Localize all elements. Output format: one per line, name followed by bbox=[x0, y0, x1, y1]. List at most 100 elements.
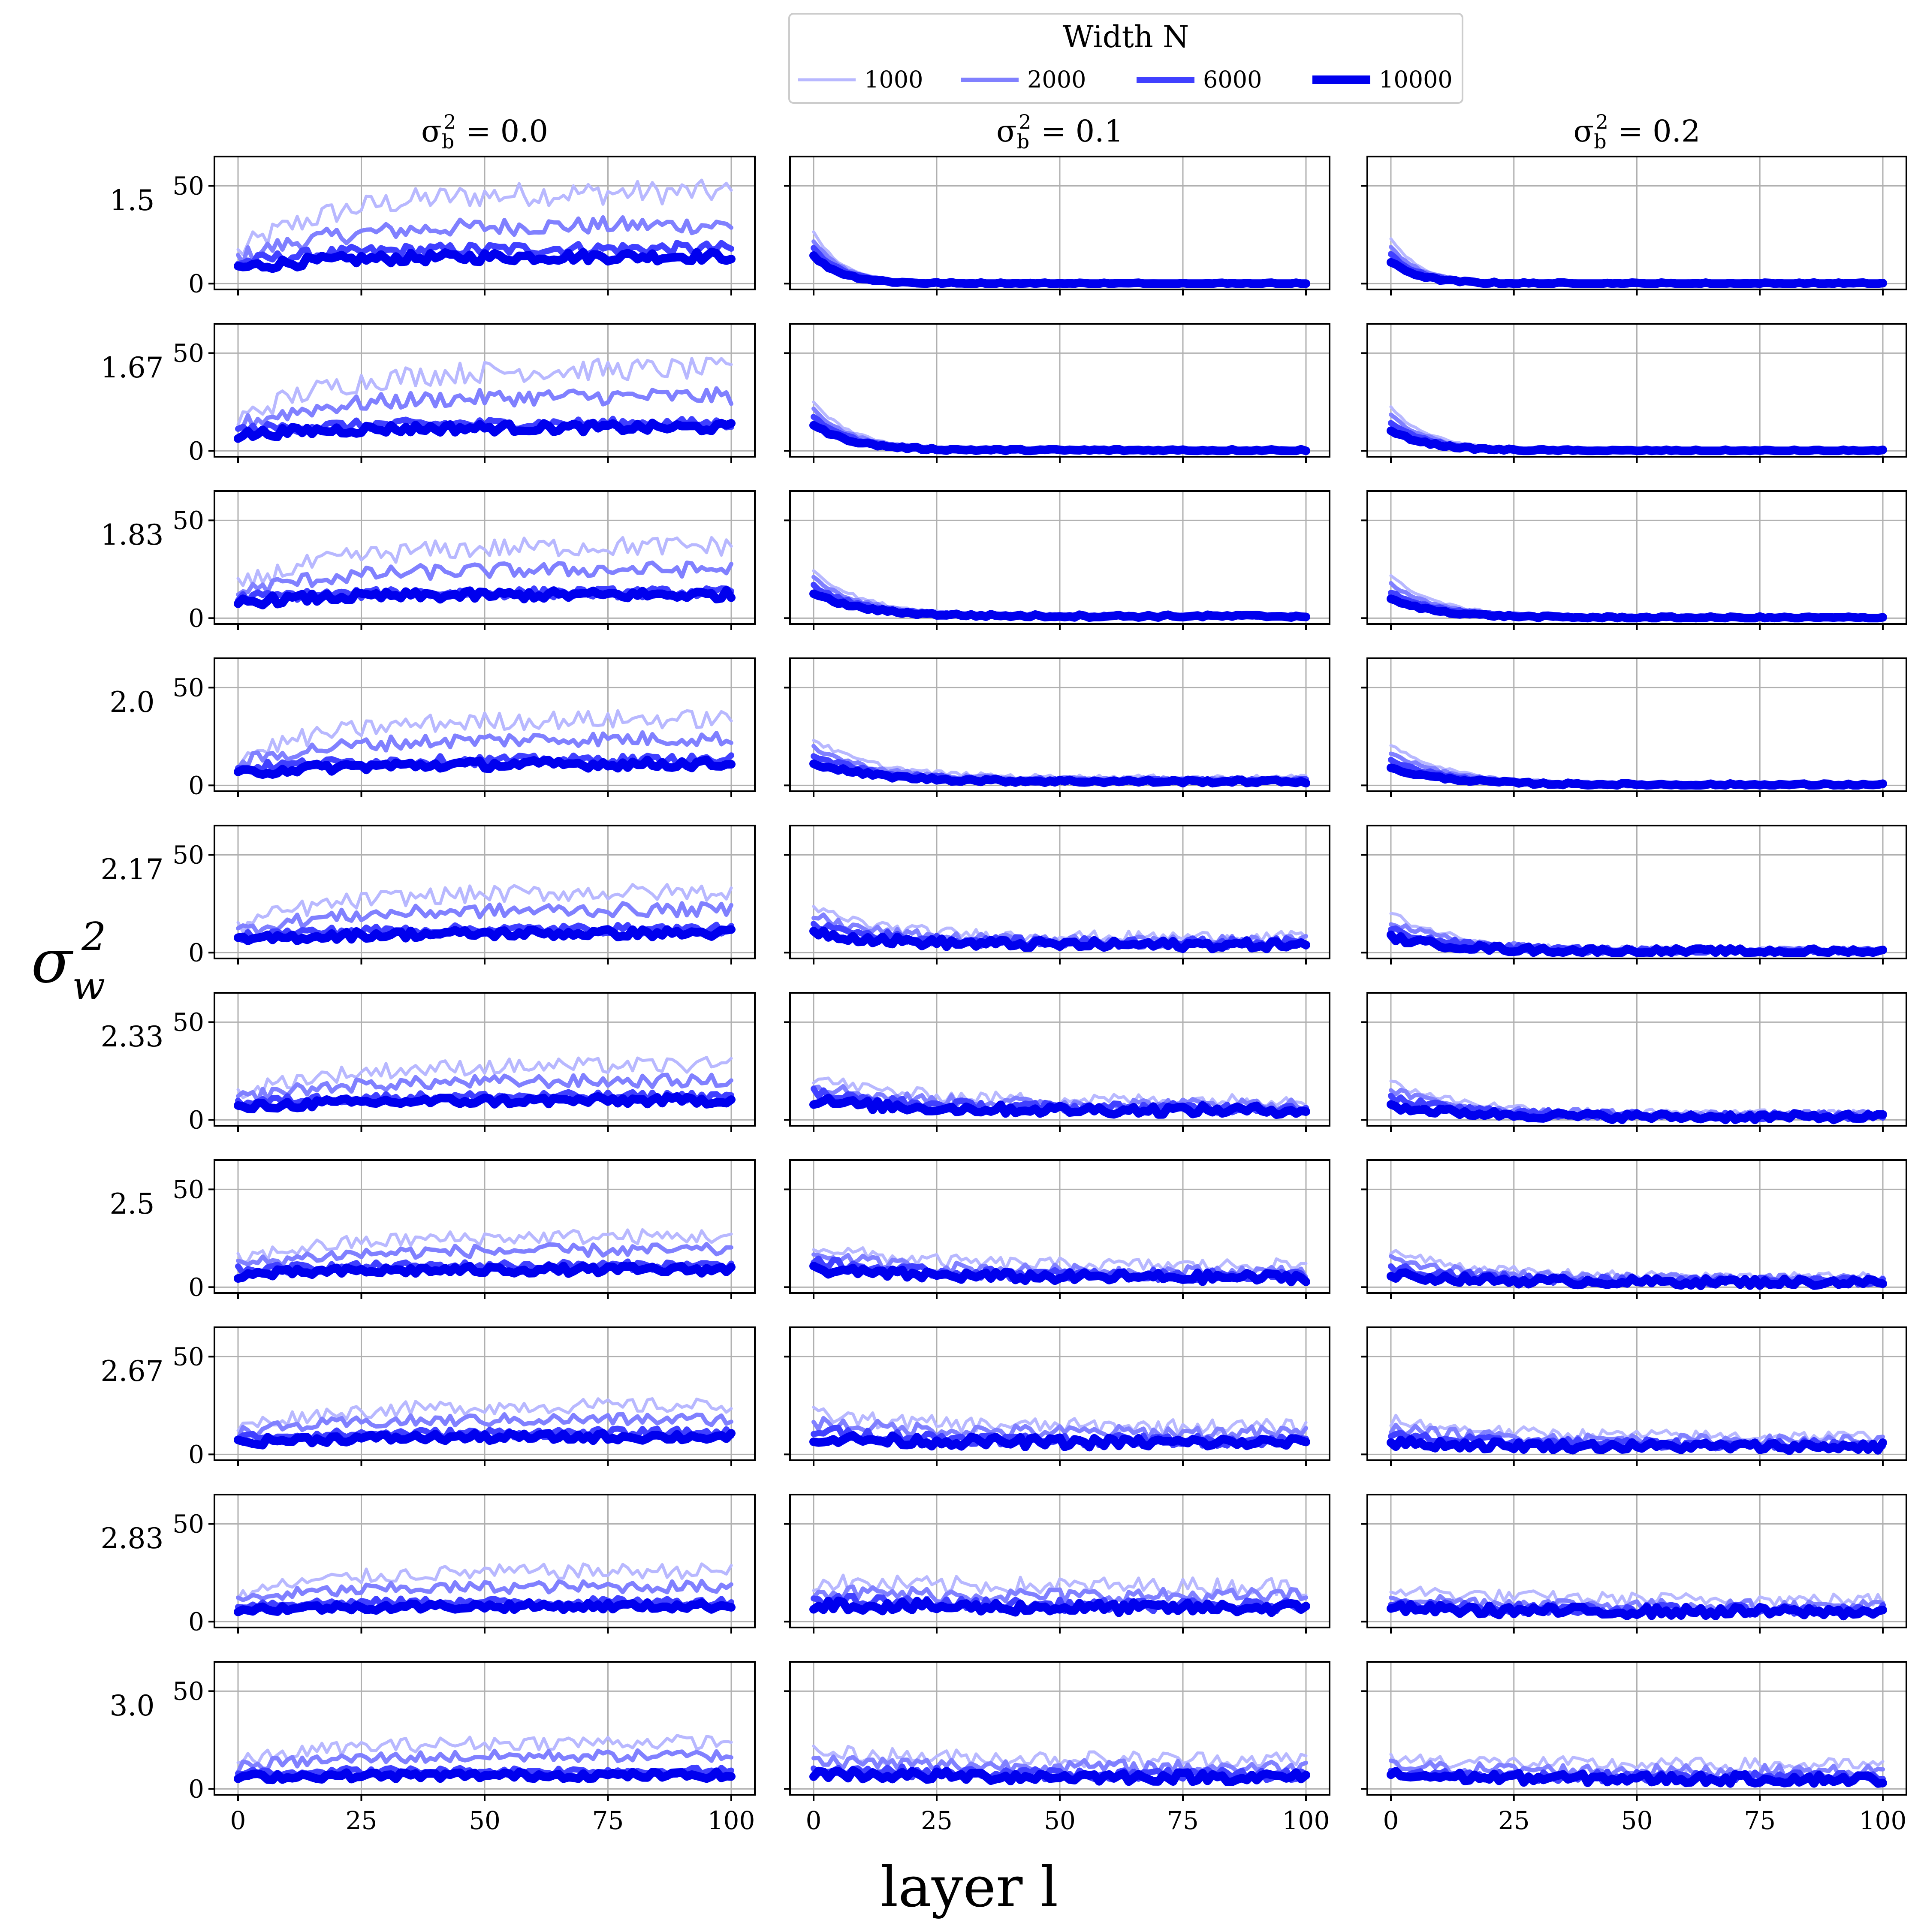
row-label: 1.67 bbox=[101, 351, 164, 384]
row-label: 2.5 bbox=[110, 1188, 155, 1221]
series-line bbox=[811, 1754, 1308, 1775]
series-line bbox=[1387, 258, 1887, 288]
series-line bbox=[236, 1242, 733, 1268]
panel bbox=[784, 825, 1330, 964]
series-line bbox=[236, 901, 733, 936]
series-line bbox=[1387, 763, 1887, 790]
x-tick-label: 75 bbox=[1744, 1806, 1776, 1835]
x-tick-label: 25 bbox=[346, 1806, 377, 1835]
series-line bbox=[809, 1766, 1310, 1786]
series-line bbox=[236, 1073, 733, 1103]
series-line bbox=[809, 421, 1310, 455]
series-line bbox=[234, 1429, 736, 1450]
y-tick-label: 50 bbox=[172, 1175, 204, 1204]
panel: 0 50 bbox=[172, 657, 756, 800]
panel: 0 50 bbox=[172, 992, 756, 1134]
panel bbox=[784, 156, 1330, 295]
series-line bbox=[809, 759, 1310, 788]
series-line bbox=[1387, 426, 1887, 455]
y-tick-label: 0 bbox=[188, 436, 204, 465]
series-line bbox=[234, 419, 736, 443]
y-tick-label: 0 bbox=[188, 1272, 204, 1302]
panel bbox=[1361, 992, 1907, 1132]
y-tick-label: 0 bbox=[188, 771, 204, 800]
series-line bbox=[236, 386, 733, 431]
series-line bbox=[809, 926, 1310, 953]
legend-entry-label: 1000 bbox=[864, 66, 923, 93]
series-line bbox=[236, 536, 733, 587]
panel bbox=[1361, 156, 1907, 295]
series-line bbox=[236, 709, 733, 769]
y-tick-label: 0 bbox=[188, 938, 204, 967]
column-title: σb2 = 0.1 bbox=[996, 110, 1123, 153]
y-tick-label: 50 bbox=[172, 338, 204, 368]
series-line bbox=[809, 251, 1310, 288]
panel: 0 50 bbox=[172, 156, 756, 298]
series-line bbox=[1389, 1414, 1885, 1444]
series-line bbox=[234, 586, 736, 609]
series-line bbox=[234, 1261, 736, 1283]
y-tick-label: 50 bbox=[172, 840, 204, 869]
series-line bbox=[236, 178, 733, 256]
legend-entry-label: 2000 bbox=[1027, 66, 1086, 93]
panel: 0 50 bbox=[172, 825, 756, 967]
series-line bbox=[236, 1228, 733, 1265]
y-tick-label: 0 bbox=[188, 1774, 204, 1803]
panel bbox=[784, 490, 1330, 630]
row-label: 1.5 bbox=[110, 184, 155, 217]
x-tick-label: 75 bbox=[592, 1806, 624, 1835]
series-line bbox=[811, 1584, 1308, 1606]
series-line bbox=[809, 589, 1310, 622]
panel bbox=[784, 1326, 1330, 1466]
row-label: 2.83 bbox=[101, 1522, 164, 1555]
y-tick-label: 50 bbox=[172, 673, 204, 702]
y-tick-label: 0 bbox=[188, 1105, 204, 1134]
series-line bbox=[236, 1562, 733, 1601]
row-label: 2.67 bbox=[101, 1355, 164, 1388]
x-tick-label: 50 bbox=[1621, 1806, 1653, 1835]
series-line bbox=[809, 1431, 1310, 1452]
panel bbox=[1361, 1326, 1907, 1466]
panel: 0 25 50 75 100 bbox=[784, 1661, 1330, 1835]
y-tick-label: 50 bbox=[172, 1007, 204, 1037]
series-line bbox=[1387, 1600, 1887, 1621]
row-label: 2.17 bbox=[101, 853, 164, 886]
series-line bbox=[236, 1748, 733, 1775]
series-line bbox=[811, 1416, 1308, 1441]
y-tick-label: 0 bbox=[188, 1607, 204, 1636]
y-tick-label: 50 bbox=[172, 1676, 204, 1706]
x-tick-label: 0 bbox=[806, 1806, 822, 1835]
series-line bbox=[234, 925, 736, 945]
series-line bbox=[236, 561, 733, 597]
row-label: 3.0 bbox=[110, 1689, 155, 1722]
series-line bbox=[236, 215, 733, 266]
series-line bbox=[234, 1092, 736, 1113]
x-tick-label: 25 bbox=[1498, 1806, 1530, 1835]
panel: 0 50 bbox=[172, 1159, 756, 1302]
series-line bbox=[1387, 1435, 1887, 1455]
panel bbox=[1361, 825, 1907, 964]
x-tick-label: 50 bbox=[1044, 1806, 1076, 1835]
series-line bbox=[236, 1412, 733, 1441]
series-line bbox=[1389, 1585, 1885, 1608]
x-tick-label: 100 bbox=[708, 1806, 755, 1835]
panel bbox=[784, 657, 1330, 797]
y-tick-label: 50 bbox=[172, 1342, 204, 1371]
legend-title: Width N bbox=[1063, 19, 1189, 54]
x-tick-label: 50 bbox=[469, 1806, 501, 1835]
x-tick-label: 75 bbox=[1167, 1806, 1199, 1835]
column-title: σb2 = 0.2 bbox=[1573, 110, 1700, 153]
series-line bbox=[1387, 1268, 1887, 1290]
panel: 0 50 bbox=[172, 323, 756, 465]
row-label: 2.0 bbox=[110, 686, 155, 719]
panel bbox=[1361, 1159, 1907, 1299]
panel bbox=[1361, 1494, 1907, 1634]
series-line bbox=[1387, 1767, 1887, 1788]
x-tick-label: 100 bbox=[1859, 1806, 1907, 1835]
series-line bbox=[809, 1094, 1310, 1119]
series-line bbox=[1387, 594, 1887, 623]
series-line bbox=[236, 883, 733, 934]
y-tick-label: 50 bbox=[172, 1509, 204, 1538]
